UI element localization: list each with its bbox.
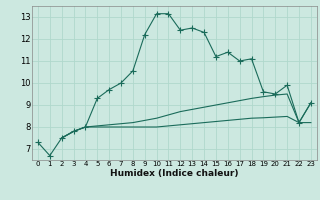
X-axis label: Humidex (Indice chaleur): Humidex (Indice chaleur) <box>110 169 239 178</box>
